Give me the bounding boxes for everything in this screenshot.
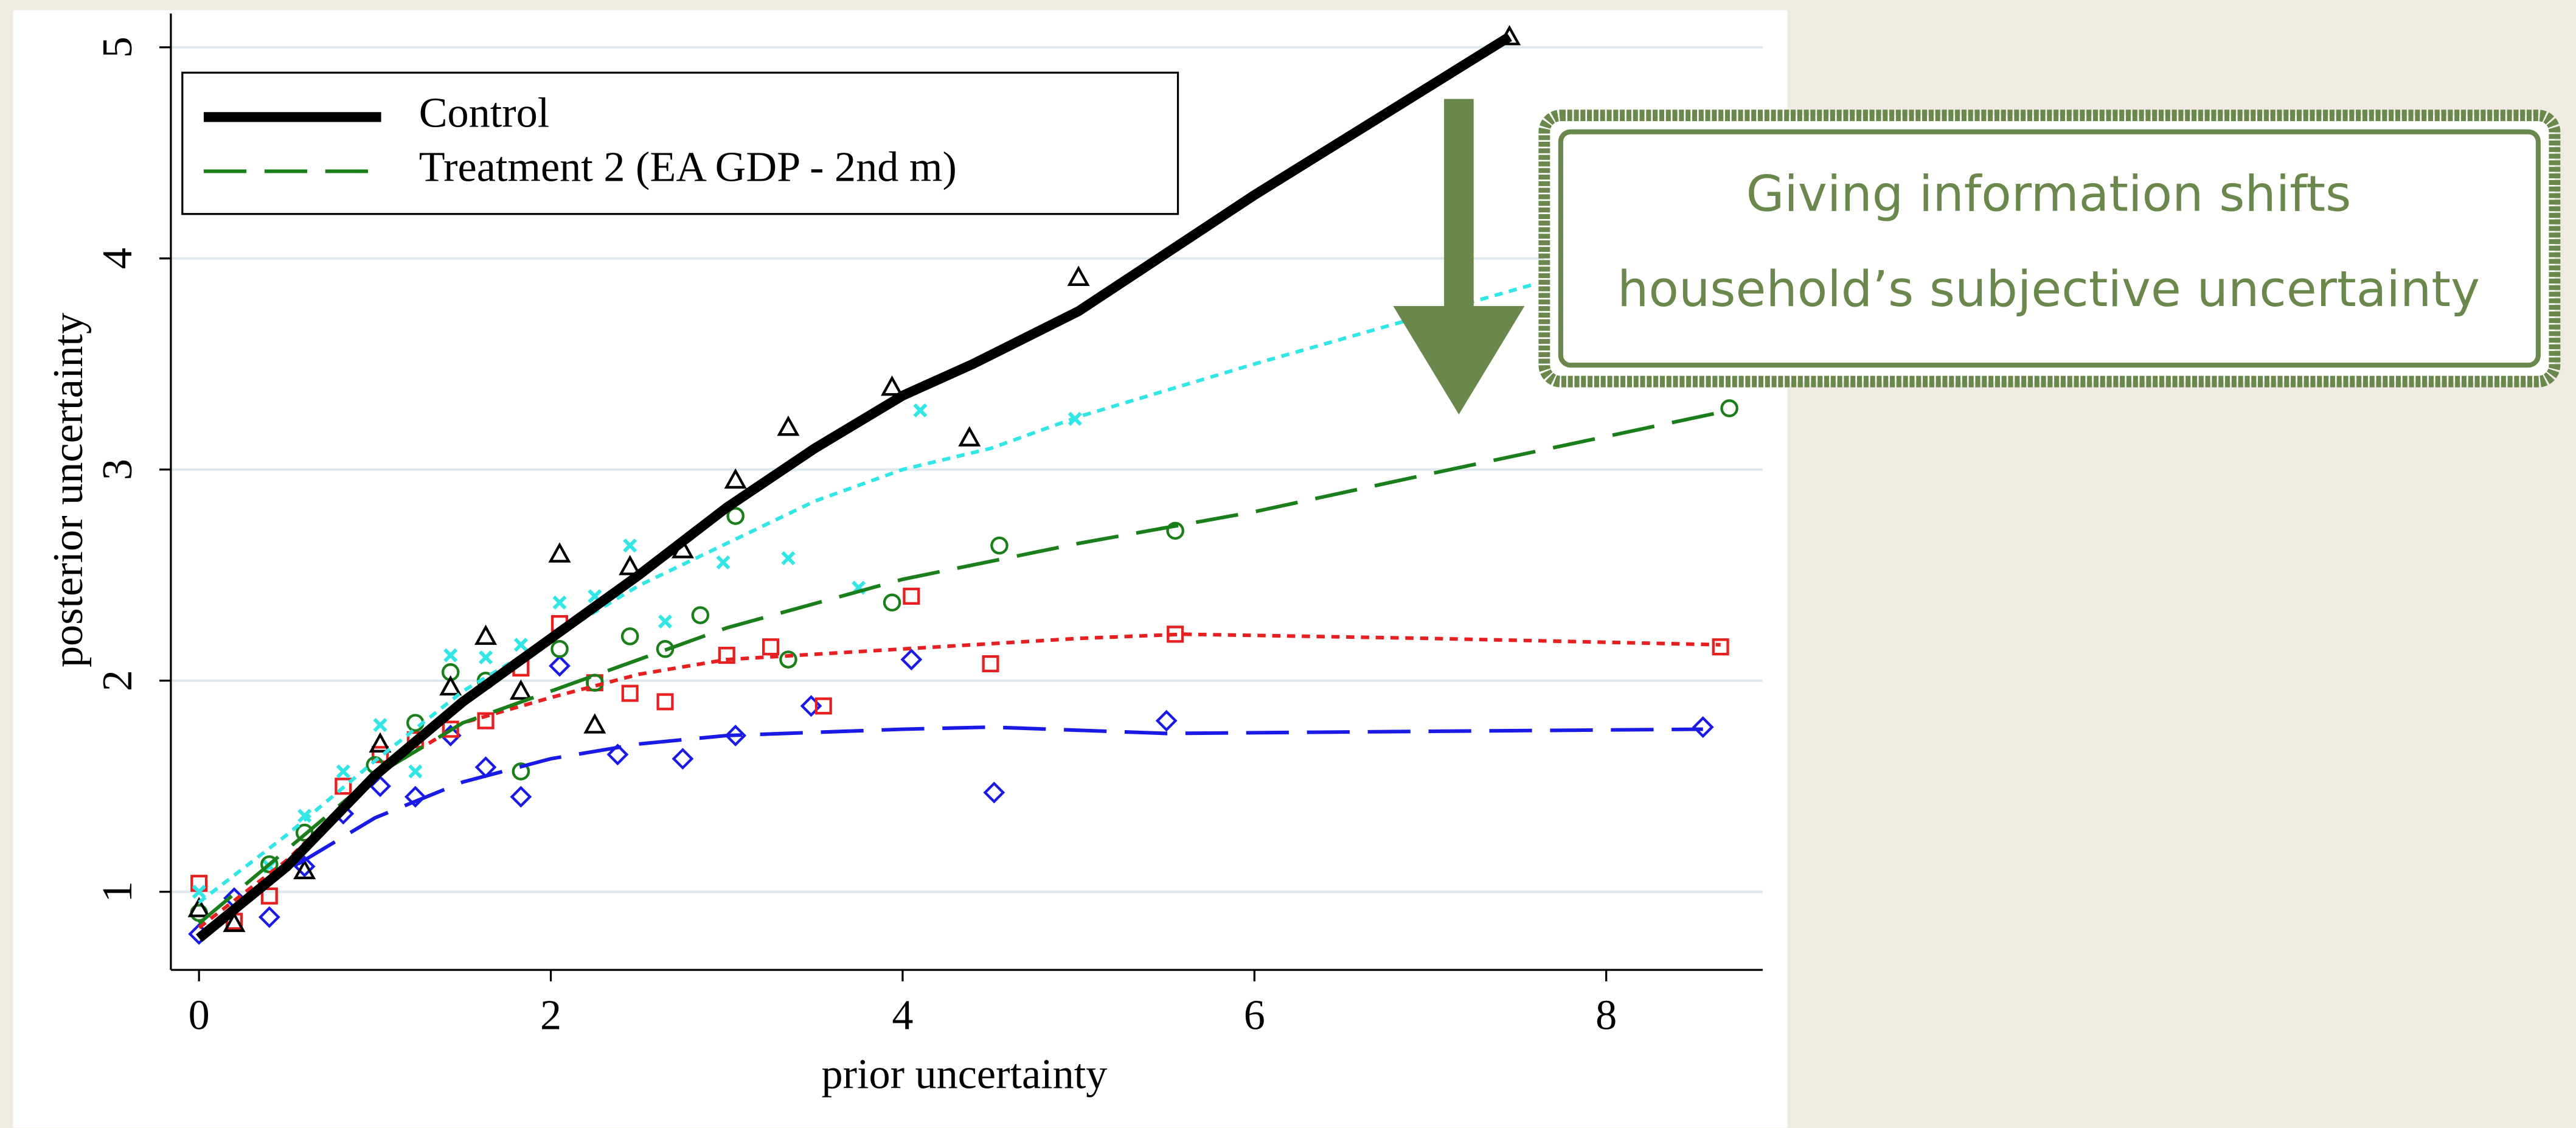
annotation-arrow — [1393, 99, 1525, 415]
x-axis-label: prior uncertainty — [821, 1051, 1107, 1098]
marker-triangle — [583, 713, 606, 734]
marker-x — [478, 650, 493, 665]
marker-triangle — [293, 858, 316, 880]
marker-x — [408, 764, 423, 779]
marker-triangle — [548, 542, 571, 563]
y-tick-label: 5 — [94, 37, 141, 58]
fit-line — [198, 282, 1536, 904]
marker-triangle — [439, 675, 462, 696]
marker-circle — [990, 536, 1009, 555]
marker-square — [656, 693, 674, 711]
marker-circle — [883, 593, 901, 612]
x-tick-label: 8 — [1595, 991, 1617, 1039]
marker-triangle — [881, 375, 904, 396]
marker-circle — [691, 606, 710, 624]
x-tick-label: 6 — [1244, 991, 1265, 1039]
marker-square — [814, 697, 832, 715]
marker-triangle — [777, 416, 800, 436]
marker-circle — [779, 650, 797, 669]
marker-x — [658, 614, 673, 629]
marker-square — [335, 778, 352, 795]
marker-x — [373, 718, 387, 733]
marker-circle — [1720, 399, 1738, 417]
annotation-line: household’s subjective uncertainty — [1617, 261, 2480, 318]
annotation-line: Giving information shifts — [1746, 165, 2352, 223]
marker-triangle — [223, 911, 246, 932]
marker-square — [371, 746, 389, 764]
y-tick-label: 1 — [94, 881, 141, 902]
fit-line — [196, 32, 1512, 942]
annotation-border — [1538, 110, 2561, 388]
marker-triangle — [619, 555, 642, 576]
y-tick-label: 4 — [94, 248, 141, 269]
marker-triangle — [187, 897, 210, 917]
marker-circle — [726, 507, 745, 525]
marker-diamond — [672, 748, 694, 770]
marker-x — [192, 885, 206, 899]
marker-x — [336, 764, 350, 779]
legend-box — [181, 71, 1179, 215]
marker-square — [982, 655, 999, 673]
marker-circle — [550, 639, 569, 658]
annotation-box: Giving information shifts household’s su… — [1538, 110, 2561, 388]
y-axis-label: posterior uncertainty — [44, 313, 92, 667]
marker-triangle — [509, 679, 532, 700]
marker-diamond — [983, 781, 1005, 804]
marker-square — [718, 647, 735, 664]
legend: Control Treatment 2 (EA GDP - 2nd m) — [181, 71, 1179, 215]
grid: 1 2 3 4 5 0 2 4 6 8 — [94, 37, 1763, 1039]
marker-diamond — [510, 785, 532, 808]
x-tick-label: 0 — [189, 991, 210, 1039]
marker-square — [1167, 625, 1184, 643]
marker-circle — [620, 627, 639, 646]
marker-diamond — [258, 906, 280, 928]
marker-circle — [512, 762, 530, 781]
legend-label: Treatment 2 (EA GDP - 2nd m) — [419, 144, 957, 191]
fit-line — [198, 725, 1703, 936]
marker-diamond — [606, 743, 629, 766]
marker-x — [913, 403, 928, 418]
marker-diamond — [1155, 709, 1178, 732]
marker-x — [623, 538, 637, 553]
marker-square — [903, 587, 920, 605]
x-tick-label: 4 — [892, 991, 913, 1039]
marker-x — [716, 555, 731, 569]
marker-triangle — [1067, 265, 1090, 286]
marker-x — [552, 595, 567, 610]
marker-x — [443, 648, 458, 663]
marker-x — [297, 809, 312, 823]
marker-triangle — [369, 732, 392, 753]
marker-diamond — [724, 725, 747, 747]
marks — [187, 25, 1738, 945]
arrow-shaft — [1444, 99, 1474, 313]
marker-diamond — [404, 785, 426, 808]
arrow-head — [1393, 305, 1525, 415]
y-tick-label: 3 — [94, 459, 141, 480]
marker-triangle — [724, 468, 747, 489]
marker-diamond — [549, 655, 571, 677]
marker-square — [621, 684, 639, 702]
marker-square — [260, 887, 278, 905]
marker-triangle — [958, 426, 981, 447]
marker-x — [781, 551, 796, 566]
marker-diamond — [1692, 716, 1714, 738]
marker-square — [762, 638, 780, 656]
marker-circle — [1166, 521, 1184, 540]
marker-square — [1712, 638, 1729, 656]
marker-diamond — [900, 649, 923, 670]
marker-circle — [295, 823, 314, 842]
x-tick-label: 2 — [540, 991, 561, 1039]
marker-triangle — [474, 624, 498, 645]
legend-label: Control — [419, 89, 550, 136]
marker-square — [442, 720, 459, 738]
marker-x — [513, 638, 528, 652]
y-tick-label: 2 — [94, 670, 141, 691]
annotation-inner-border — [1558, 129, 2541, 368]
marker-square — [477, 712, 495, 729]
